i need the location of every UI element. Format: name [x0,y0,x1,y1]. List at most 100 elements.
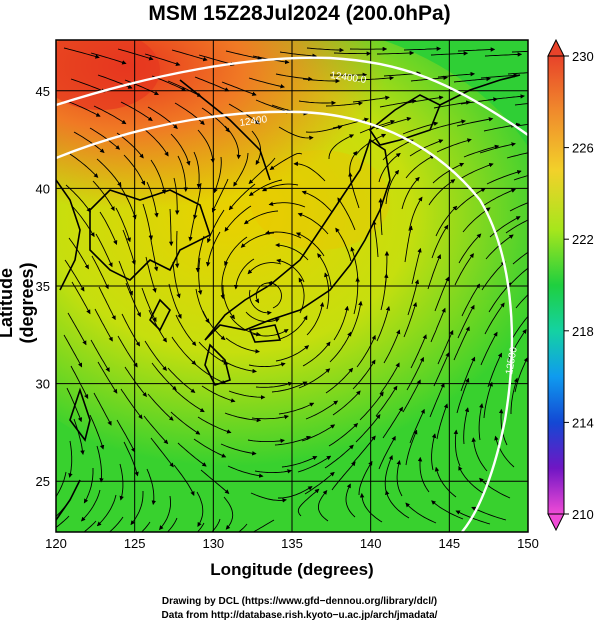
streamline [96,158,122,187]
streamline [435,205,458,237]
streamline [221,81,257,96]
colorbar-tick-label: 226 [572,141,594,156]
streamline [197,129,215,164]
x-tick-label: 135 [281,536,303,551]
streamline [385,490,410,519]
contour-label: 12400 [239,114,269,129]
streamline [304,471,335,495]
streamline [196,491,204,527]
streamline [356,75,395,81]
streamline [301,190,333,213]
streamline [337,197,356,231]
streamline [130,491,144,526]
streamline [221,359,257,374]
streamline [255,99,292,114]
streamline [90,52,127,65]
streamline [175,314,197,346]
streamline [80,489,101,522]
streamline [174,389,205,413]
streamline [333,51,372,56]
streamline [73,418,85,455]
streamline [352,95,390,103]
streamline [245,311,280,323]
streamline [279,315,308,340]
streamline [123,441,139,477]
streamline [507,72,528,75]
streamline [429,382,445,418]
streamline [248,157,276,185]
streamline [281,456,318,468]
streamline [434,276,450,312]
streamline [511,315,528,340]
streamline [170,133,191,166]
streamline [96,494,117,527]
streamline [457,304,475,339]
streamline [408,196,423,232]
streamline [349,300,363,337]
streamline [487,94,525,101]
streamline [463,407,470,445]
streamline [167,367,196,393]
streamline [228,390,266,400]
y-tick-label: 45 [36,84,50,99]
streamline [433,352,450,387]
streamline [498,408,508,446]
streamline [247,438,285,444]
streamline [483,381,493,419]
streamline [297,455,332,473]
y-tick-label: 40 [36,181,50,196]
streamline [251,130,262,165]
streamline [250,492,287,503]
streamline [278,126,314,141]
y-tick-labels: 25 30 35 40 45 [36,84,50,489]
streamline [382,406,403,439]
streamline [298,368,331,389]
streamline [211,518,221,532]
streamline [345,483,356,518]
streamline [436,403,449,440]
streamline [196,522,205,532]
streamline [271,381,308,393]
streamline [404,225,413,263]
streamline [225,50,263,61]
kyushu-coast [204,343,231,386]
streamline [511,50,528,53]
streamline [461,283,481,317]
streamline [174,102,205,126]
streamline [151,362,177,391]
streamline [228,183,256,211]
streamline [248,179,283,197]
streamline [298,277,305,314]
streamline [401,176,420,210]
streamline [268,201,306,208]
streamline [167,80,202,97]
x-tick-label: 150 [517,536,539,551]
streamline [115,207,131,243]
streamline [70,78,106,93]
streamline [417,456,430,493]
streamline [198,341,229,365]
streamline [453,429,461,467]
streamline [96,445,104,483]
streamline [379,362,400,395]
streamline [224,125,242,160]
x-tick-label: 130 [202,536,224,551]
streamline [229,315,261,337]
streamline [378,197,383,236]
streamline [69,153,99,178]
streamline [383,329,401,364]
streamline [355,414,381,443]
streamline [224,236,248,266]
streamline [144,53,181,67]
streamline [93,392,112,426]
streamline [513,175,528,181]
streamline [65,184,91,213]
streamline [486,170,522,185]
south-coast [56,479,81,521]
streamline [220,262,228,300]
streamline [188,204,198,242]
streamline [177,442,207,467]
streamline [227,465,264,478]
streamline [173,177,180,215]
streamline [352,359,376,390]
